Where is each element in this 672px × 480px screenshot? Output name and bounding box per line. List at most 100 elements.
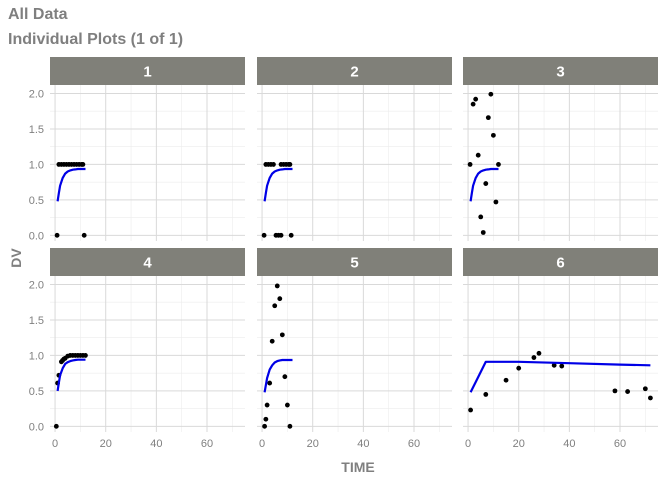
observed-point [493,199,499,205]
observed-point [648,395,653,401]
facet-strip [463,57,658,85]
observed-point [467,162,473,167]
facet-panel-4: 4 [50,248,245,432]
observed-point [480,230,486,235]
observed-point [53,423,59,429]
facet-panel-3: 3 [463,57,658,241]
observed-point [271,162,276,167]
observed-point [277,296,283,302]
observed-point [536,350,542,356]
facet-panel-6: 6 [463,248,658,432]
panel-grid [50,276,245,432]
facet-strip-label: 1 [143,64,151,81]
observed-point [503,377,509,383]
facet-strip [257,248,452,276]
panel-grid [50,85,245,241]
x-tick-label: 20 [307,438,319,450]
facet-strip-label: 6 [556,255,564,272]
observed-point [269,338,275,344]
x-tick-label: 0 [465,438,471,450]
observed-point [612,388,618,394]
y-tick-label: 0.0 [29,230,44,242]
facet-panel-1: 1 [50,57,245,241]
observed-point [625,389,631,394]
observed-point [559,363,565,369]
y-tick-label: 0.5 [29,195,44,207]
observed-point [288,232,294,238]
observed-point [81,232,87,238]
prediction-line [469,360,651,393]
x-tick-label: 0 [52,438,58,450]
facet-panel-5: 5 [257,248,452,432]
observed-point [478,214,484,220]
facet-panel-2: 2 [257,57,452,241]
x-tick-label: 20 [513,438,525,450]
observed-point [642,386,648,392]
y-tick-label: 1.5 [29,315,44,327]
observed-point [496,162,501,167]
prediction-line [263,358,293,393]
observed-point [54,232,60,238]
y-axis-title: DV [8,248,24,268]
observed-point [468,407,473,413]
prediction-line [263,167,293,202]
observed-point [83,353,88,358]
panel-grid [257,276,452,432]
observed-point [483,392,489,397]
panel-grid [463,85,658,241]
prediction-line [469,167,499,202]
x-tick-label: 20 [100,438,112,450]
chart-title: All Data [8,6,68,23]
facet-strip [257,57,452,85]
y-tick-label: 2.0 [29,280,44,292]
observed-point [263,416,269,422]
observed-point [490,132,496,138]
facet-strip-label: 5 [350,255,358,272]
observed-point [287,423,293,429]
x-tick-label: 60 [201,438,213,450]
observed-point [279,332,285,338]
x-tick-label: 40 [563,438,575,450]
observed-point [284,402,290,408]
observed-point [264,402,270,408]
observed-point [516,365,522,371]
observed-point [80,162,86,167]
observed-point [488,91,494,97]
panel-grid [257,85,452,241]
observed-point [483,181,489,186]
observed-point [274,283,280,289]
facet-strip [463,248,658,276]
observed-point [475,152,481,158]
facet-strip-label: 2 [350,64,358,81]
observed-point [531,355,537,360]
chart-subtitle: Individual Plots (1 of 1) [8,31,184,48]
observed-point [261,232,267,238]
y-tick-label: 1.0 [29,159,44,171]
observed-point [470,101,476,107]
observed-point [278,232,284,238]
prediction-line [56,358,86,392]
facet-strip-label: 4 [143,255,152,272]
y-tick-label: 0.0 [29,421,44,433]
y-tick-label: 1.5 [29,124,44,136]
prediction-line [56,167,86,202]
observed-point [267,380,273,386]
facet-strip-label: 3 [556,64,564,81]
observed-point [272,303,278,309]
observed-point [473,96,479,102]
observed-point [282,374,288,380]
x-tick-label: 40 [357,438,369,450]
x-tick-label: 60 [614,438,626,450]
observed-point [262,423,267,429]
y-tick-label: 1.0 [29,350,44,362]
x-tick-label: 60 [408,438,420,450]
x-tick-label: 40 [150,438,162,450]
facet-strip [50,57,245,85]
observed-point [551,362,557,368]
x-axis-title: TIME [341,459,374,475]
observed-point [485,115,491,121]
y-tick-label: 2.0 [29,89,44,101]
observed-point [287,162,293,167]
y-tick-label: 0.5 [29,386,44,398]
